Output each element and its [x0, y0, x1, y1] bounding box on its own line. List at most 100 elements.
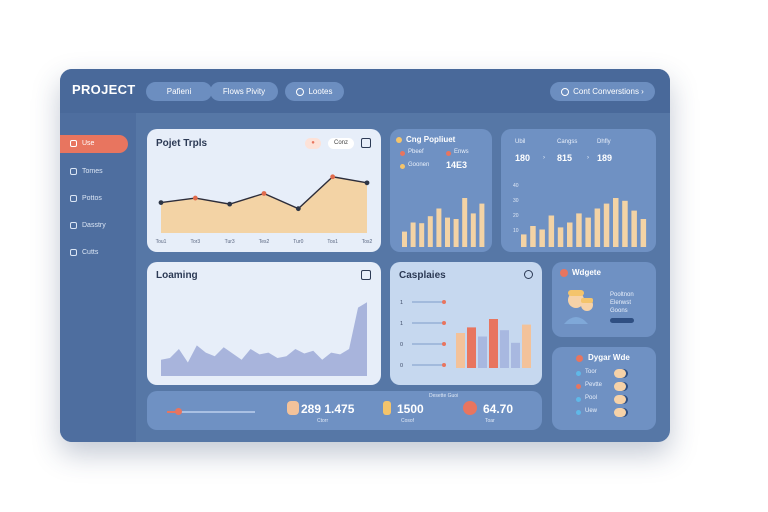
app-logo: PROJECT: [72, 82, 136, 97]
sidebar: Use Tomes Pottos Dasstry Cutts: [60, 113, 136, 442]
legend-label: Pbeef: [408, 149, 424, 155]
progress-knob[interactable]: [175, 408, 182, 415]
refresh-icon: [561, 88, 570, 96]
bar: [445, 217, 450, 247]
row-dot: [442, 300, 446, 304]
widget-line: Elenwst: [610, 300, 632, 306]
row-dot: [442, 321, 446, 325]
populations-card: Cng Popliuet Pbeef Enws Goonen 14E3: [390, 129, 492, 252]
y-tick-label: 20: [513, 213, 519, 219]
sidebar-item-cutts[interactable]: Cutts: [68, 244, 126, 262]
bar: [467, 327, 476, 368]
nav-pill-pafieni[interactable]: Pafieni: [146, 82, 212, 101]
stat-value: 64.70: [483, 402, 514, 416]
progress-track: [167, 411, 255, 413]
circle-icon: [296, 88, 305, 96]
bar: [500, 330, 509, 368]
bar: [567, 222, 573, 247]
nav-pill-label: Pafieni: [166, 87, 192, 96]
bar: [462, 198, 468, 247]
row-label: 0: [400, 342, 403, 348]
campaigns-bar-chart: 1 1 0 0: [400, 300, 531, 369]
bar: [530, 226, 536, 247]
bar: [453, 219, 459, 247]
count-value: 189: [597, 153, 613, 163]
bar: [410, 222, 416, 247]
sidebar-item-label: Dasstry: [82, 222, 106, 229]
count-value: 815: [557, 153, 573, 163]
folder-icon: [70, 195, 77, 202]
avatar[interactable]: [614, 408, 626, 417]
stat-label: Ctorr: [317, 418, 329, 424]
counts-card: Ubil Cangss Dhfly 180 › 815 › 189 40 30 20…: [501, 129, 656, 252]
expand-icon[interactable]: [361, 270, 371, 280]
sidebar-item-use[interactable]: Use: [60, 135, 128, 153]
sidebar-item-label: Cutts: [82, 249, 99, 256]
sidebar-item-tomes[interactable]: Tomes: [68, 163, 126, 181]
sidebar-item-dasstry[interactable]: Dasstry: [68, 217, 126, 235]
x-tick-label: Tos1: [327, 239, 338, 245]
nav-pill-flows[interactable]: Flows Pivity: [210, 82, 278, 101]
heart-icon[interactable]: ●: [305, 138, 321, 149]
nav-pill-label: Flows Pivity: [222, 87, 266, 96]
x-tick-label: Tor3: [190, 239, 200, 245]
hand-icon: [383, 401, 391, 415]
card-title: Casplaies: [399, 270, 446, 281]
face-icon: [463, 401, 477, 415]
trend-area: [161, 176, 367, 233]
avatar[interactable]: [614, 369, 626, 378]
chevron-right-icon: ›: [543, 155, 545, 161]
bar: [622, 200, 628, 247]
card-title: Dygar Wde: [588, 353, 630, 362]
bar: [419, 223, 425, 247]
team-row-label: Toor: [585, 369, 597, 375]
x-tick-label: Tou1: [156, 239, 167, 245]
bar: [456, 333, 465, 368]
card-title: Wdgete: [572, 268, 601, 277]
row-label: 1: [400, 300, 403, 306]
home-icon: [70, 140, 77, 147]
widget-button[interactable]: [610, 318, 634, 323]
card-title: Pojet Trpls: [156, 138, 208, 149]
count-bar-chart: 40 30 20 10: [513, 183, 647, 247]
bar: [489, 319, 498, 368]
top-right-button[interactable]: Cont Converstions ›: [550, 82, 655, 101]
bar: [427, 216, 433, 247]
top-bar: PROJECT Pafieni Flows Pivity Lootes Cont…: [60, 69, 670, 113]
stat-value: 289 1.475: [301, 402, 355, 416]
row-label: 0: [400, 363, 403, 369]
bar: [603, 203, 610, 247]
bar: [522, 324, 531, 368]
row-dot: [576, 384, 581, 389]
card-title: Cng Popliuet: [406, 135, 456, 144]
row-dot: [442, 342, 446, 346]
row-dot: [576, 397, 581, 402]
count-value: 180: [515, 153, 531, 163]
sidebar-item-label: Pottos: [82, 195, 102, 202]
legend-swatch: [400, 164, 405, 169]
trend-point: [192, 195, 198, 201]
nav-pill-lootes[interactable]: Lootes: [285, 82, 344, 101]
dashboard-window: PROJECT Pafieni Flows Pivity Lootes Cont…: [60, 69, 670, 442]
sidebar-item-pottos[interactable]: Pottos: [68, 190, 126, 208]
row-label: 1: [400, 321, 403, 327]
bar: [521, 234, 527, 247]
bar: [585, 217, 591, 247]
card-title: Loaming: [156, 270, 198, 281]
badge-icon: [560, 269, 568, 277]
bar: [470, 213, 476, 247]
legend-swatch: [446, 151, 451, 156]
filter-badge[interactable]: Conz: [328, 138, 354, 149]
fist-icon: [287, 401, 299, 415]
legend-label: Enws: [454, 149, 469, 155]
shield-icon[interactable]: [524, 270, 533, 279]
team-row-label: Pool: [585, 395, 598, 401]
bar: [548, 215, 555, 247]
avatar[interactable]: [614, 395, 626, 404]
y-tick-label: 40: [513, 183, 519, 189]
menu-icon[interactable]: [361, 138, 371, 148]
pen-icon: [70, 249, 77, 256]
avatar[interactable]: [614, 382, 626, 391]
campaigns-card: Casplaies 1 1 0 0: [390, 262, 542, 385]
bar: [557, 227, 564, 247]
